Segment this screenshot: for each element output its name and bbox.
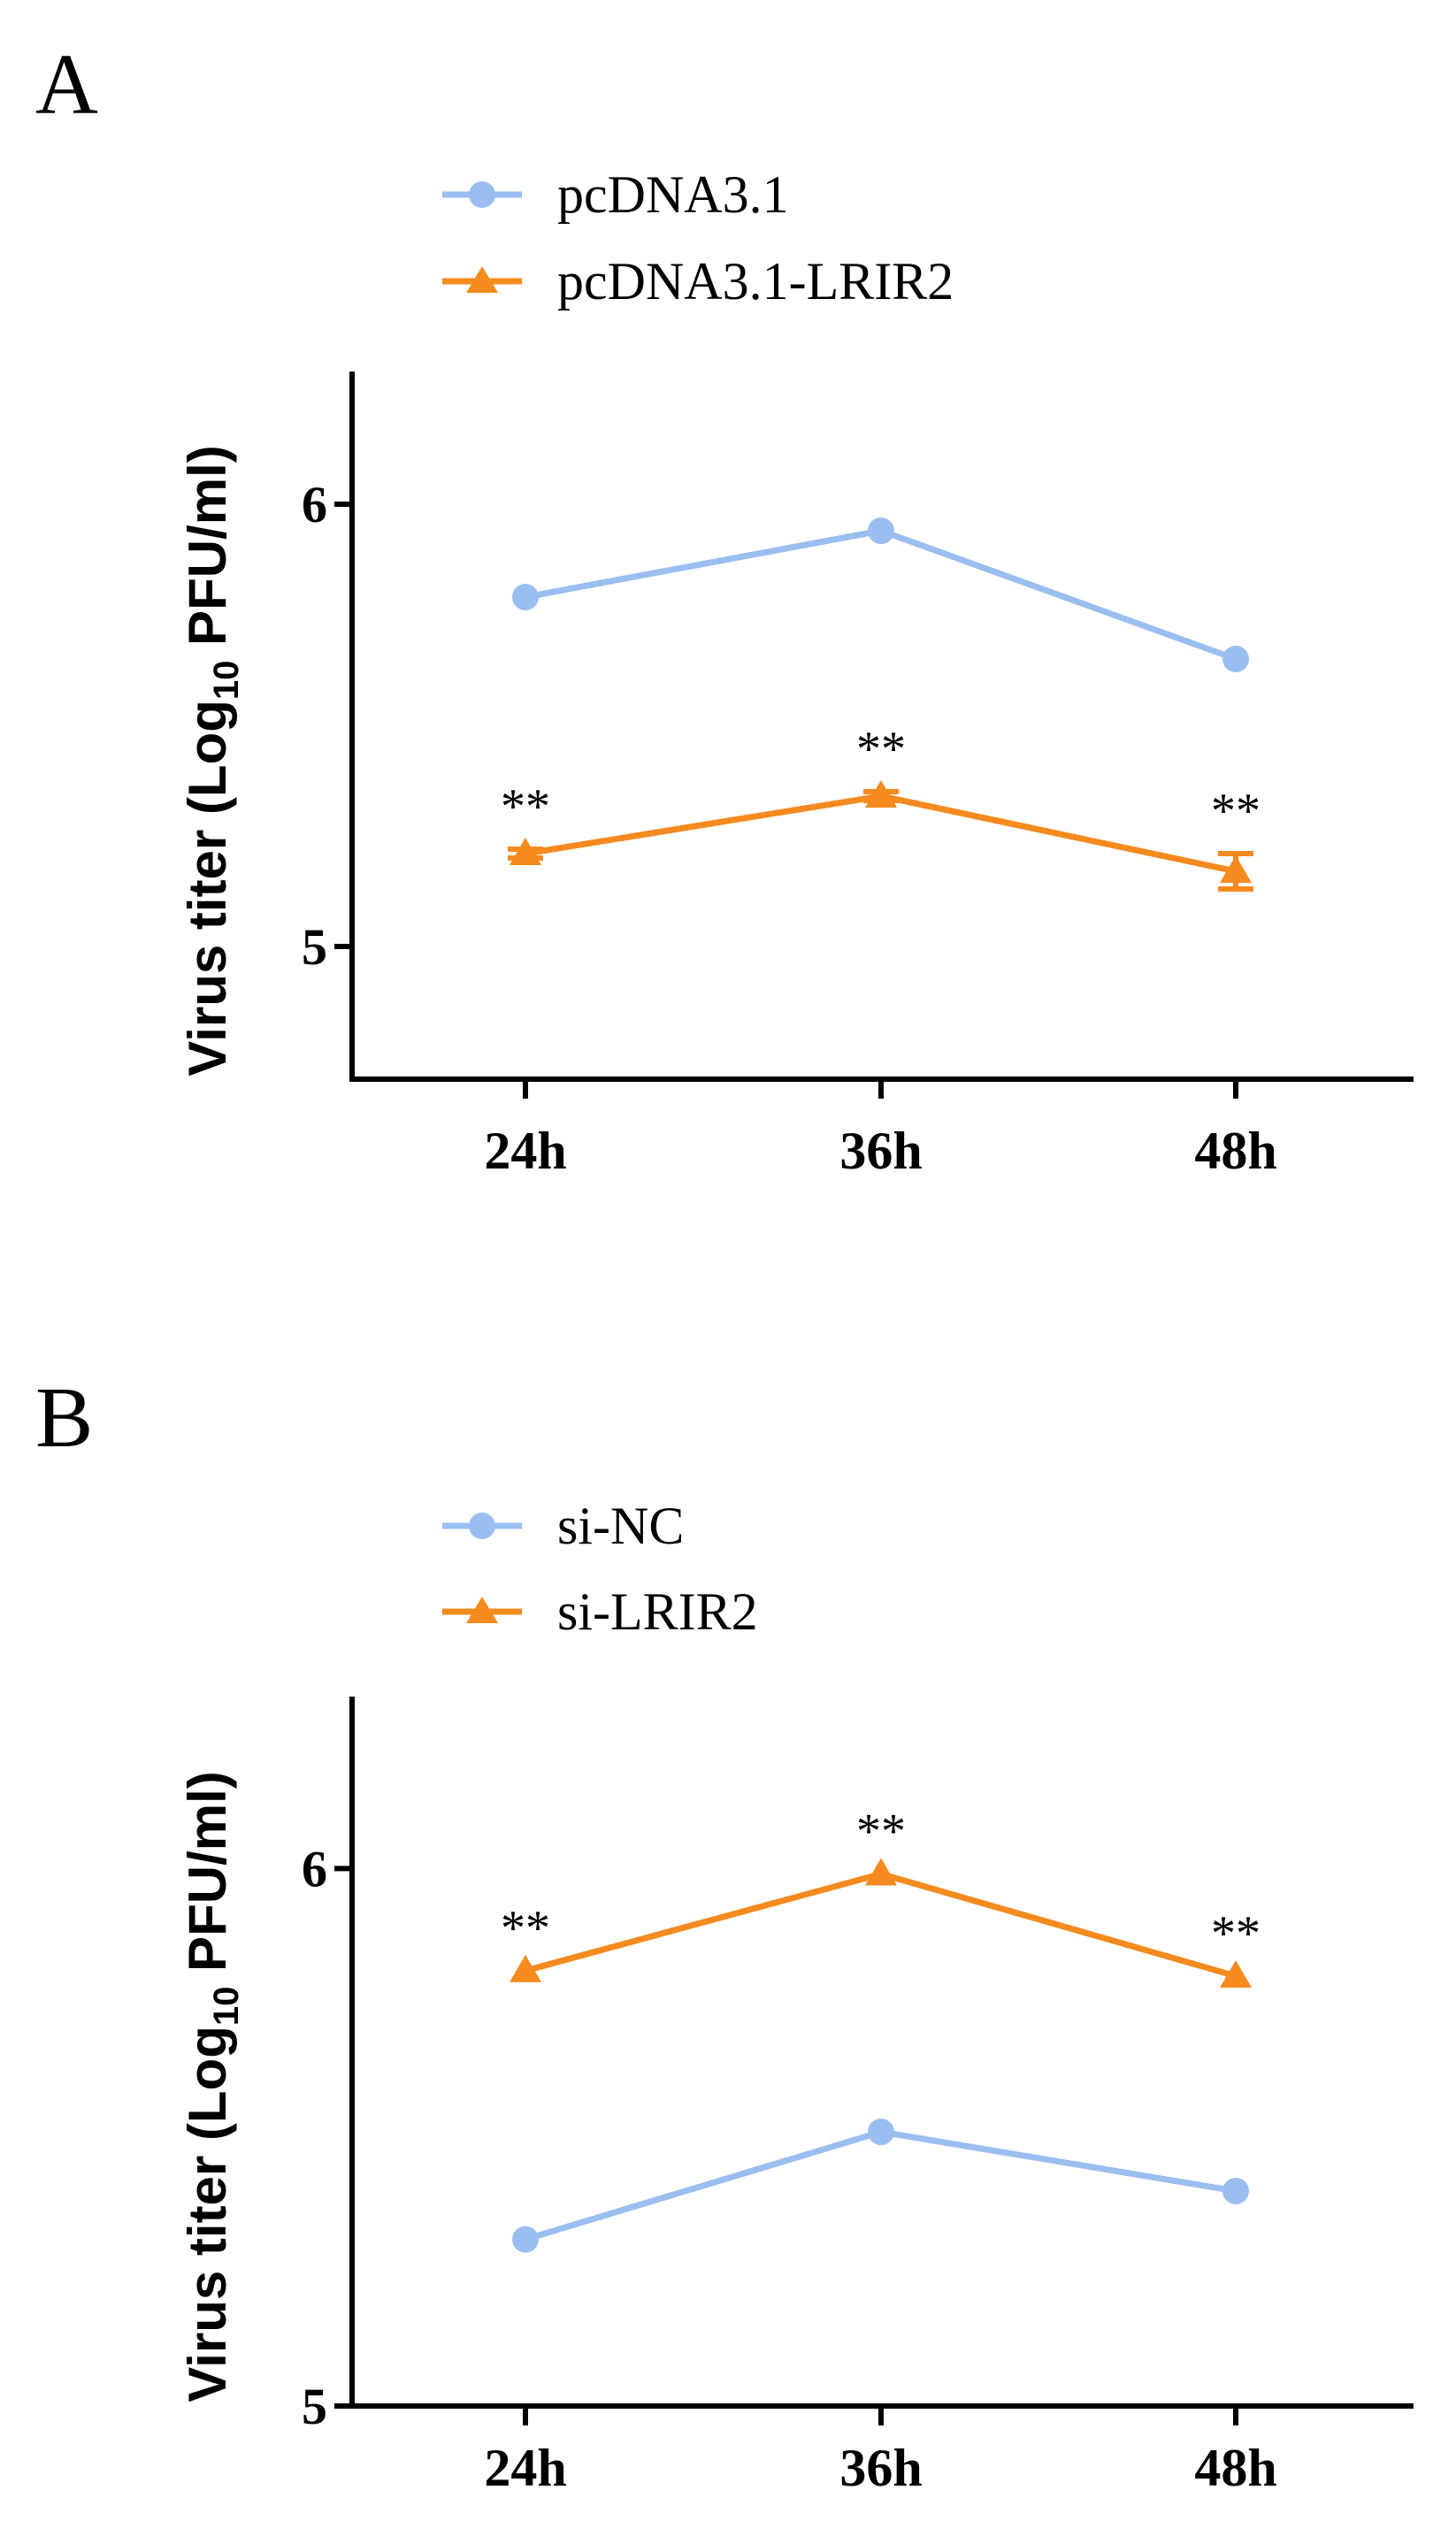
data-point-triangle <box>510 1954 541 1982</box>
y-axis-label-end: PFU/ml) <box>178 1771 237 1986</box>
data-point-triangle <box>510 838 541 865</box>
y-axis-label: Virus titer (Log10 PFU/ml) <box>178 445 246 1076</box>
y-tick-label: 6 <box>302 476 327 533</box>
significance-label: ** <box>856 722 906 777</box>
legend-label: si-LRIR2 <box>557 1582 758 1641</box>
data-point-circle <box>1222 646 1249 672</box>
y-axis-label-end: PFU/ml) <box>178 445 237 660</box>
legend-label: pcDNA3.1-LRIR2 <box>557 252 954 310</box>
series-line <box>525 527 1238 663</box>
data-point-circle <box>1222 2177 1249 2204</box>
legend-marker-circle <box>469 1513 495 1539</box>
series-line <box>524 2128 1237 2243</box>
x-tick-label: 48h <box>1194 1122 1276 1180</box>
data-point-triangle <box>1220 855 1252 883</box>
data-point-circle <box>868 2119 894 2146</box>
significance-label: ** <box>1211 784 1261 839</box>
y-axis-label-subscript: 10 <box>207 661 246 701</box>
legend-marker-triangle <box>466 266 498 293</box>
x-tick-label: 24h <box>484 2439 566 2497</box>
legend-label: si-NC <box>557 1497 684 1555</box>
legend-marker-circle <box>469 181 495 208</box>
y-axis-label-main: Virus titer (Log <box>178 700 237 1077</box>
y-axis-label-subscript: 10 <box>207 1987 246 2027</box>
significance-label: ** <box>501 779 550 834</box>
chart-panel-b: Bsi-NC si-LRIR2 5 6 24h 36h 48h Virus titer (Lo… <box>35 1370 1414 2497</box>
data-point-triangle <box>865 780 897 808</box>
data-point-triangle <box>1220 1959 1252 1988</box>
x-tick-label: 36h <box>839 1122 922 1180</box>
panel-label: B <box>35 1370 93 1466</box>
data-point-triangle <box>865 1858 897 1886</box>
data-point-circle <box>512 2226 539 2253</box>
y-tick-label: 5 <box>302 2378 327 2435</box>
significance-label: ** <box>1211 1906 1261 1961</box>
y-tick-label: 5 <box>302 918 327 976</box>
x-tick-label: 24h <box>484 1122 566 1180</box>
y-tick-label: 6 <box>302 1840 327 1897</box>
y-axis-label-main: Virus titer (Log <box>178 2026 237 2402</box>
significance-label: ** <box>856 1805 906 1859</box>
data-point-circle <box>868 517 894 544</box>
x-tick-label: 48h <box>1194 2439 1276 2497</box>
x-tick-label: 36h <box>839 2439 922 2497</box>
panel-label: A <box>35 37 98 133</box>
legend-label: pcDNA3.1 <box>557 165 789 224</box>
data-point-circle <box>512 584 539 610</box>
y-axis-label: Virus titer (Log10 PFU/ml) <box>178 1771 246 2402</box>
significance-label: ** <box>501 1901 550 1956</box>
series-line <box>525 1870 1237 1980</box>
legend-marker-triangle <box>466 1597 498 1623</box>
